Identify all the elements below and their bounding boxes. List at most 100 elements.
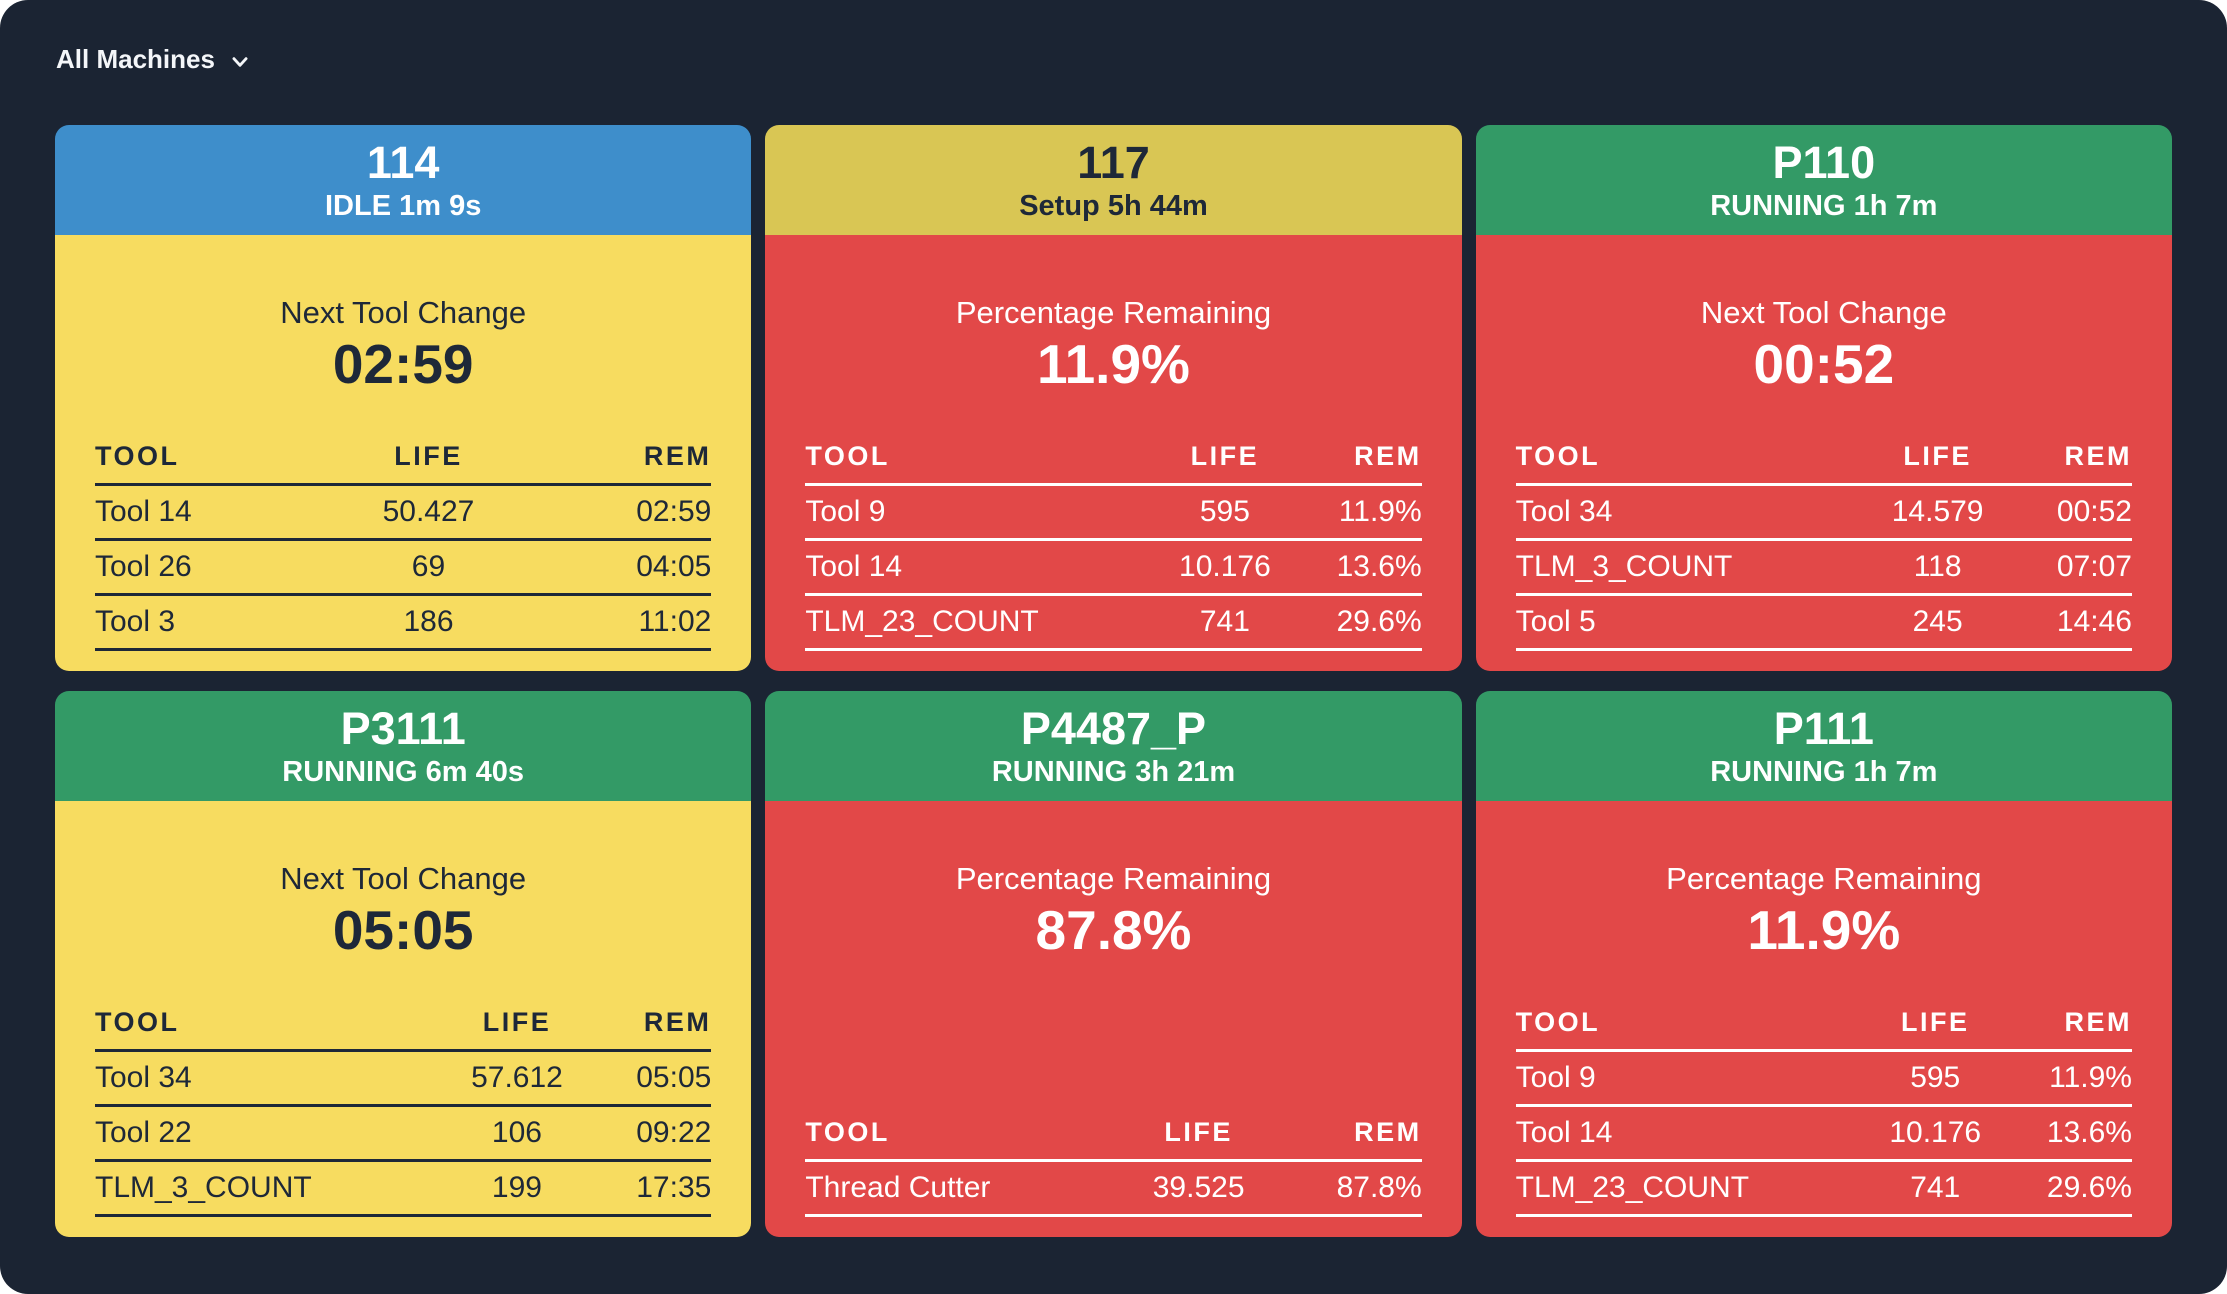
tool-name-cell: Tool 22 (95, 1105, 444, 1162)
tool-life-cell: 118 (1863, 539, 2012, 596)
tool-name-cell: Tool 14 (805, 539, 1156, 596)
machine-card[interactable]: P4487_P RUNNING 3h 21m Percentage Remain… (765, 691, 1462, 1238)
tool-name-cell: Tool 5 (1515, 594, 1864, 651)
machine-card-body: Percentage Remaining 11.9% TOOL LIFE REM… (1475, 801, 2172, 1238)
machine-status: IDLE 1m 9s (324, 189, 482, 222)
tool-rem-cell: 02:59 (535, 484, 712, 541)
tool-name-cell: Tool 9 (1515, 1050, 1867, 1107)
tool-row: Thread Cutter 39.525 87.8% (805, 1160, 1422, 1217)
col-header-life: LIFE (1866, 1001, 2005, 1052)
tool-row: Tool 26 69 04:05 (95, 539, 712, 596)
tool-life-cell: 10.176 (1155, 539, 1294, 596)
metric-value: 05:05 (332, 899, 474, 961)
tool-name-cell: TLM_23_COUNT (1515, 1160, 1867, 1217)
tool-name-cell: Tool 14 (1515, 1105, 1867, 1162)
tool-row: Tool 3 186 11:02 (95, 594, 712, 651)
machine-name: 117 (1077, 136, 1150, 188)
machine-grid: 114 IDLE 1m 9s Next Tool Change 02:59 TO… (55, 125, 2172, 1237)
tool-life-cell: 245 (1863, 594, 2012, 651)
tool-rem-cell: 11.9% (1293, 484, 1422, 541)
metric-block: Percentage Remaining 11.9% (1516, 861, 2132, 961)
tool-row: Tool 34 14.579 00:52 (1515, 484, 2132, 541)
col-header-tool: TOOL (805, 435, 1156, 486)
tool-row: TLM_23_COUNT 741 29.6% (805, 594, 1422, 651)
tool-life-cell: 595 (1866, 1050, 2005, 1107)
machine-name: P4487_P (1020, 702, 1207, 754)
tool-name-cell: Tool 34 (1515, 484, 1864, 541)
tool-row: Tool 22 106 09:22 (95, 1105, 712, 1162)
metric-label: Next Tool Change (280, 861, 527, 896)
machine-card[interactable]: 117 Setup 5h 44m Percentage Remaining 11… (765, 125, 1462, 672)
tool-rem-cell: 29.6% (1293, 594, 1422, 651)
tool-table: TOOL LIFE REM Thread Cutter 39.525 87.8% (805, 1111, 1422, 1217)
tool-table-wrap: TOOL LIFE REM Tool 9 595 11.9% Tool 14 10.17… (1515, 961, 2132, 1238)
tool-rem-cell: 00:52 (2011, 484, 2132, 541)
machine-card[interactable]: P3111 RUNNING 6m 40s Next Tool Change 05… (55, 691, 752, 1238)
machine-card-body: Percentage Remaining 87.8% TOOL LIFE REM… (765, 801, 1462, 1238)
machine-name: 114 (366, 136, 440, 188)
tool-rem-cell: 17:35 (590, 1160, 712, 1217)
machine-card-header: P4487_P RUNNING 3h 21m (765, 691, 1462, 801)
tool-table: TOOL LIFE REM Tool 9 595 11.9% Tool 14 10.17… (805, 435, 1422, 651)
machine-status: RUNNING 6m 40s (282, 755, 525, 788)
tool-name-cell: Tool 26 (95, 539, 322, 596)
col-header-rem: REM (2011, 435, 2132, 486)
tool-table-wrap: TOOL LIFE REM Tool 34 57.612 05:05 Tool 22 1… (95, 961, 712, 1238)
metric-value: 87.8% (1035, 899, 1192, 961)
tool-name-cell: Thread Cutter (805, 1160, 1121, 1217)
col-header-rem: REM (2004, 1001, 2132, 1052)
tool-rem-cell: 11:02 (535, 594, 712, 651)
col-header-life: LIFE (1120, 1111, 1277, 1162)
tool-table-wrap: TOOL LIFE REM Tool 9 595 11.9% Tool 14 10.17… (805, 395, 1422, 672)
machine-filter-dropdown[interactable]: All Machines (56, 44, 251, 75)
tool-life-cell: 741 (1866, 1160, 2005, 1217)
machine-card-body: Next Tool Change 00:52 TOOL LIFE REM Too… (1475, 235, 2172, 671)
tool-life-cell: 595 (1155, 484, 1294, 541)
tool-name-cell: Tool 9 (805, 484, 1156, 541)
metric-block: Next Tool Change 05:05 (95, 861, 711, 961)
tool-table-wrap: TOOL LIFE REM Thread Cutter 39.525 87.8% (805, 961, 1422, 1238)
tool-table-header-row: TOOL LIFE REM (1515, 1001, 2132, 1052)
top-bar: All Machines (0, 0, 2227, 75)
machine-status: RUNNING 3h 21m (991, 755, 1236, 788)
col-header-life: LIFE (1155, 435, 1294, 486)
tool-rem-cell: 09:22 (590, 1105, 712, 1162)
machine-card[interactable]: 114 IDLE 1m 9s Next Tool Change 02:59 TO… (55, 125, 752, 671)
tool-row: Tool 5 245 14:46 (1515, 594, 2132, 651)
tool-row: TLM_23_COUNT 741 29.6% (1515, 1160, 2132, 1217)
tool-row: Tool 14 10.176 13.6% (1515, 1105, 2132, 1162)
col-header-tool: TOOL (1515, 435, 1864, 486)
metric-block: Next Tool Change 02:59 (95, 295, 711, 395)
tool-row: Tool 9 595 11.9% (1515, 1050, 2132, 1107)
col-header-rem: REM (590, 1001, 712, 1052)
machine-name: P110 (1772, 136, 1876, 188)
tool-row: Tool 34 57.612 05:05 (95, 1050, 712, 1107)
machine-card[interactable]: P111 RUNNING 1h 7m Percentage Remaining … (1475, 691, 2172, 1238)
tool-name-cell: TLM_3_COUNT (1515, 539, 1864, 596)
tool-life-cell: 186 (321, 594, 536, 651)
machine-card-body: Percentage Remaining 11.9% TOOL LIFE REM… (765, 235, 1462, 672)
tool-rem-cell: 13.6% (1293, 539, 1422, 596)
tool-table-header-row: TOOL LIFE REM (95, 435, 712, 486)
tool-rem-cell: 14:46 (2011, 594, 2132, 651)
machine-card[interactable]: P110 RUNNING 1h 7m Next Tool Change 00:5… (1475, 125, 2172, 671)
tool-table-header-row: TOOL LIFE REM (805, 1111, 1422, 1162)
tool-name-cell: Tool 3 (95, 594, 322, 651)
tool-table: TOOL LIFE REM Tool 34 57.612 05:05 Tool 22 1… (95, 1001, 712, 1217)
metric-block: Percentage Remaining 11.9% (805, 295, 1421, 395)
tool-rem-cell: 07:07 (2011, 539, 2132, 596)
metric-label: Percentage Remaining (1666, 861, 1982, 896)
col-header-rem: REM (535, 435, 712, 486)
tool-table: TOOL LIFE REM Tool 14 50.427 02:59 Tool 26 6… (95, 435, 712, 651)
tool-life-cell: 106 (443, 1105, 591, 1162)
tool-life-cell: 57.612 (443, 1050, 591, 1107)
tool-life-cell: 39.525 (1120, 1160, 1277, 1217)
metric-value: 00:52 (1753, 333, 1895, 395)
tool-row: Tool 14 10.176 13.6% (805, 539, 1422, 596)
tool-row: Tool 9 595 11.9% (805, 484, 1422, 541)
col-header-life: LIFE (321, 435, 536, 486)
tool-row: Tool 14 50.427 02:59 (95, 484, 712, 541)
tool-row: TLM_3_COUNT 118 07:07 (1515, 539, 2132, 596)
metric-value: 11.9% (1037, 333, 1190, 395)
